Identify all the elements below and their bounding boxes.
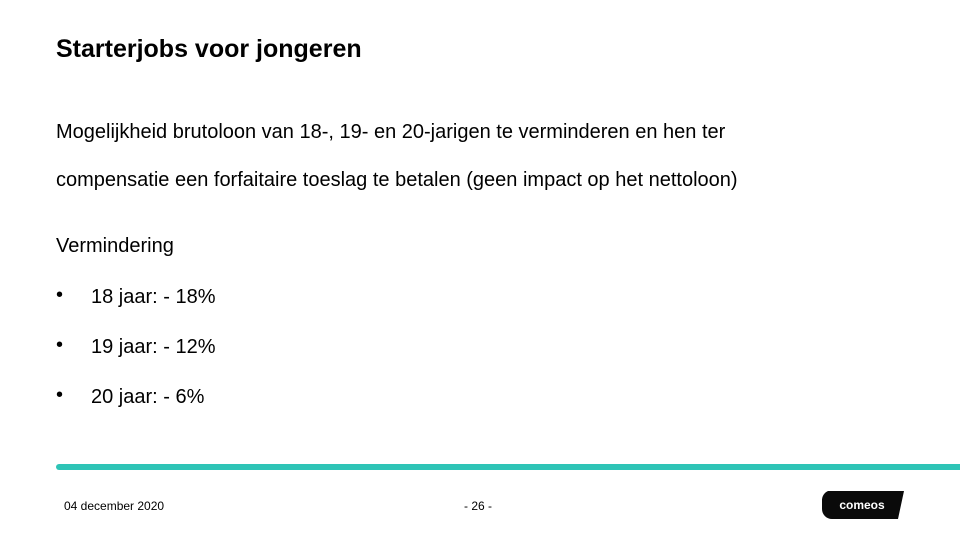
subheading: Vermindering [56,235,174,257]
intro-paragraph: Mogelijkheid brutoloon van 18-, 19- en 2… [56,108,916,204]
bullet-text: 19 jaar: - 12% [91,336,216,358]
page-number: - 26 - [464,499,493,513]
bullet-icon: • [56,334,64,356]
comeos-logo: comeos [822,491,904,519]
footer-divider [56,464,960,470]
slide-title: Starterjobs voor jongeren [56,35,362,63]
bullet-icon: • [56,384,64,406]
bullet-text: 20 jaar: - 6% [91,386,205,408]
intro-line-1: Mogelijkheid brutoloon van 18-, 19- en 2… [56,121,726,143]
logo-wordmark: comeos [839,498,885,512]
bullet-icon: • [56,284,64,306]
footer-date: 04 december 2020 [64,499,165,513]
bullet-text: 18 jaar: - 18% [91,286,216,308]
intro-line-2: compensatie een forfaitaire toeslag te b… [56,169,738,191]
